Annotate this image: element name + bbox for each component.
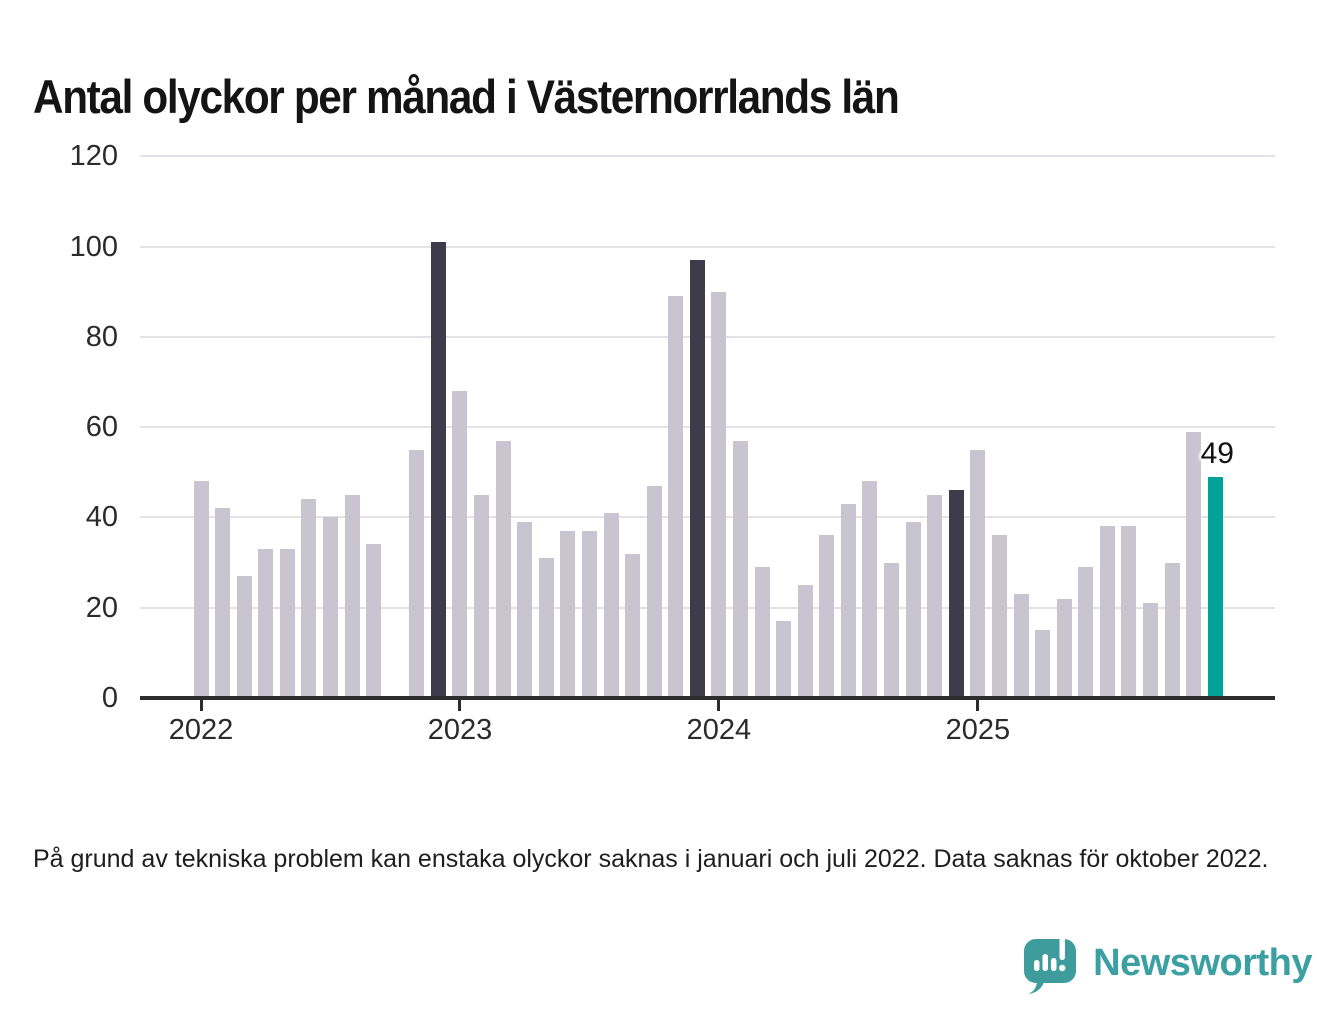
bar — [927, 494, 943, 698]
y-axis-tick-label: 80 — [85, 320, 118, 353]
bar-highlight-december — [430, 241, 446, 698]
bar — [776, 621, 792, 698]
gridline — [140, 245, 1275, 248]
x-axis-line — [140, 696, 1275, 700]
bar-current-month — [1207, 476, 1223, 698]
bar — [474, 494, 490, 698]
bar — [862, 481, 878, 698]
gridline — [140, 426, 1275, 429]
footnote-text: På grund av tekniska problem kan enstaka… — [33, 845, 1269, 873]
bar — [668, 296, 684, 698]
bar — [366, 544, 382, 698]
gridline — [140, 516, 1275, 519]
gridline — [140, 155, 1275, 158]
bar — [733, 440, 748, 698]
x-axis-tick — [976, 700, 980, 711]
bar — [819, 535, 835, 698]
bar — [560, 530, 576, 698]
bar — [1099, 526, 1115, 698]
current-bar-value-label: 49 — [1200, 436, 1234, 470]
bar — [797, 585, 813, 698]
y-axis-tick-label: 20 — [85, 591, 118, 624]
x-axis-tick — [199, 700, 203, 711]
y-axis-tick-label: 120 — [69, 140, 118, 173]
bar — [1056, 598, 1072, 698]
bar — [236, 576, 252, 698]
bar — [1013, 594, 1029, 698]
page-title: Antal olyckor per månad i Västernorrland… — [33, 70, 900, 124]
bar — [1035, 630, 1051, 698]
x-axis-tick — [717, 700, 721, 711]
bar — [1078, 567, 1094, 698]
bar — [905, 521, 921, 698]
y-axis-tick-label: 60 — [85, 411, 118, 444]
bar — [1121, 526, 1137, 698]
bar — [301, 499, 317, 698]
bar — [711, 291, 727, 698]
bar-highlight-december — [689, 260, 705, 698]
bar — [517, 521, 533, 698]
bar — [1164, 562, 1180, 698]
y-axis-tick-label: 100 — [69, 230, 118, 263]
bar — [1186, 431, 1202, 698]
newsworthy-bubble-chart-icon — [1024, 933, 1077, 994]
bar — [754, 567, 770, 698]
bar — [322, 517, 338, 698]
x-axis-tick — [458, 700, 462, 711]
bar — [625, 553, 641, 698]
bar — [1143, 603, 1159, 698]
gridline — [140, 335, 1275, 338]
y-axis-tick-label: 40 — [85, 501, 118, 534]
x-axis-year-label: 2025 — [945, 714, 1011, 746]
bar — [344, 494, 360, 698]
x-axis-year-label: 2024 — [686, 714, 752, 746]
bar — [279, 549, 295, 698]
bar — [603, 512, 619, 698]
bar — [452, 390, 468, 698]
bar — [646, 485, 662, 698]
bar — [840, 503, 856, 698]
bar-highlight-december — [948, 490, 964, 698]
bar-chart: 0 20 40 60 80 100 120 49 2022 2023 2024 2025 — [69, 140, 1275, 746]
newsworthy-logo-text: Newsworthy — [1093, 941, 1312, 984]
bar — [258, 549, 274, 698]
x-axis-year-label: 2022 — [168, 714, 234, 746]
bar — [193, 481, 209, 698]
y-axis-tick-label: 0 — [101, 682, 118, 714]
newsworthy-logo: Newsworthy — [1021, 933, 1312, 994]
bar — [991, 535, 1007, 698]
bar — [581, 530, 597, 698]
x-axis-year-label: 2023 — [427, 714, 493, 746]
bar — [409, 449, 425, 698]
bar — [538, 558, 554, 698]
bar — [215, 508, 231, 698]
bar — [970, 449, 986, 698]
bar — [495, 440, 511, 698]
gridline — [140, 606, 1275, 609]
bar — [884, 562, 900, 698]
